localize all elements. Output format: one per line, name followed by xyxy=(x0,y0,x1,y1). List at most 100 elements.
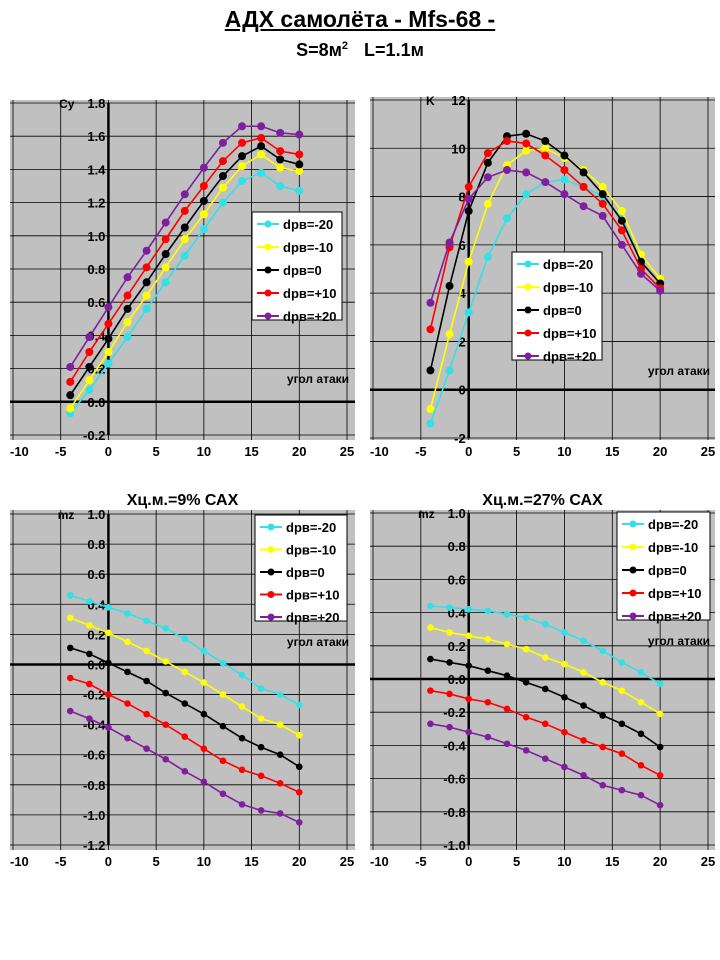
legend-swatch-marker xyxy=(264,312,272,320)
x-tick-label: 20 xyxy=(292,854,306,869)
data-point xyxy=(295,167,304,176)
data-point xyxy=(86,622,93,629)
data-point xyxy=(104,319,113,328)
data-point xyxy=(162,721,169,728)
data-point xyxy=(484,733,492,741)
data-point xyxy=(105,629,112,637)
legend-label: dpв=+10 xyxy=(648,586,702,601)
y-tick-label: -0.2 xyxy=(83,428,105,443)
y-tick-label: 12 xyxy=(451,93,465,108)
y-tick-label: -1.2 xyxy=(83,838,105,853)
data-point xyxy=(541,178,550,187)
x-tick-label: 0 xyxy=(105,854,112,869)
data-point xyxy=(522,190,531,199)
data-point xyxy=(218,138,227,147)
y-axis-label: K xyxy=(426,94,435,108)
series-dpв=+10 xyxy=(66,133,304,386)
x-tick-label: -10 xyxy=(10,854,29,869)
y-axis-label: mz xyxy=(58,508,75,522)
data-point xyxy=(105,691,112,698)
data-point xyxy=(162,625,169,632)
x-axis-label: угол атаки xyxy=(287,372,349,386)
data-point xyxy=(522,645,530,653)
legend-swatch-marker xyxy=(524,306,532,314)
legend-label: dpв=+20 xyxy=(543,349,597,364)
data-point xyxy=(617,207,626,216)
data-point xyxy=(656,771,664,779)
x-tick-label: 5 xyxy=(513,854,520,869)
data-point xyxy=(483,158,492,167)
data-point xyxy=(295,130,304,139)
chart-1: -0.20.00.20.40.60.81.01.21.41.61.8-10 -5 0… xyxy=(10,96,355,459)
data-point xyxy=(238,152,247,161)
y-tick-label: 0.8 xyxy=(87,262,105,277)
y-tick-label: 1.0 xyxy=(448,506,466,521)
data-point xyxy=(580,669,587,676)
legend-swatch-marker xyxy=(629,589,637,597)
data-point xyxy=(199,163,208,172)
data-point xyxy=(123,273,132,282)
page-title: АДХ самолёта - Mfs-68 - xyxy=(0,6,720,33)
data-point xyxy=(295,150,304,159)
data-point xyxy=(599,712,607,719)
x-tick-label: 0 xyxy=(465,854,472,869)
y-axis-label: Cy xyxy=(59,97,75,111)
legend-box xyxy=(254,514,348,622)
data-point xyxy=(598,190,607,199)
data-point xyxy=(218,172,227,181)
data-point xyxy=(484,698,492,706)
data-point xyxy=(181,668,189,676)
data-point xyxy=(445,238,454,247)
y-axis-label: mz xyxy=(418,507,435,521)
data-point xyxy=(618,750,626,757)
x-tick-label: 10 xyxy=(557,854,571,869)
data-point xyxy=(522,713,530,721)
data-point xyxy=(541,137,550,146)
data-point xyxy=(541,151,550,160)
data-point xyxy=(541,685,549,693)
y-tick-label: -1.0 xyxy=(83,808,105,823)
y-tick-label: 0.0 xyxy=(87,395,105,410)
data-point xyxy=(85,362,94,371)
data-point xyxy=(522,139,531,148)
data-point xyxy=(257,743,265,751)
data-point xyxy=(276,721,284,728)
x-tick-label: 10 xyxy=(197,854,211,869)
x-axis-label: угол атаки xyxy=(648,364,710,378)
data-point xyxy=(161,218,170,227)
data-point xyxy=(427,687,434,694)
y-tick-label: 1.0 xyxy=(87,229,105,244)
y-tick-label: 0.8 xyxy=(87,537,105,552)
legend-swatch-marker xyxy=(267,523,275,531)
data-point xyxy=(618,720,626,728)
x-axis-label: угол атаки xyxy=(287,635,349,649)
data-point xyxy=(465,632,473,640)
data-point xyxy=(637,791,645,799)
data-point xyxy=(199,182,208,190)
series-dpв=-20 xyxy=(66,591,303,709)
data-point xyxy=(295,763,303,771)
legend-swatch-marker xyxy=(629,543,637,551)
data-point xyxy=(522,679,530,686)
y-tick-label: -0.2 xyxy=(83,688,105,703)
data-point xyxy=(446,629,453,636)
data-point xyxy=(257,150,266,159)
data-point xyxy=(238,671,246,679)
data-point xyxy=(66,644,74,652)
data-point xyxy=(598,182,607,191)
data-point xyxy=(503,640,511,648)
x-tick-label: -5 xyxy=(55,854,67,869)
y-tick-label: 0.0 xyxy=(448,672,466,687)
x-tick-label: 20 xyxy=(653,444,667,459)
data-point xyxy=(295,731,303,739)
x-tick-label: 15 xyxy=(605,854,619,869)
data-point xyxy=(105,724,112,731)
series-dpв=+20 xyxy=(66,707,303,826)
data-point xyxy=(656,743,664,751)
x-tick-label: 20 xyxy=(653,854,667,869)
data-point xyxy=(142,263,151,272)
data-point xyxy=(503,214,511,223)
y-tick-label: 0.0 xyxy=(87,657,105,672)
